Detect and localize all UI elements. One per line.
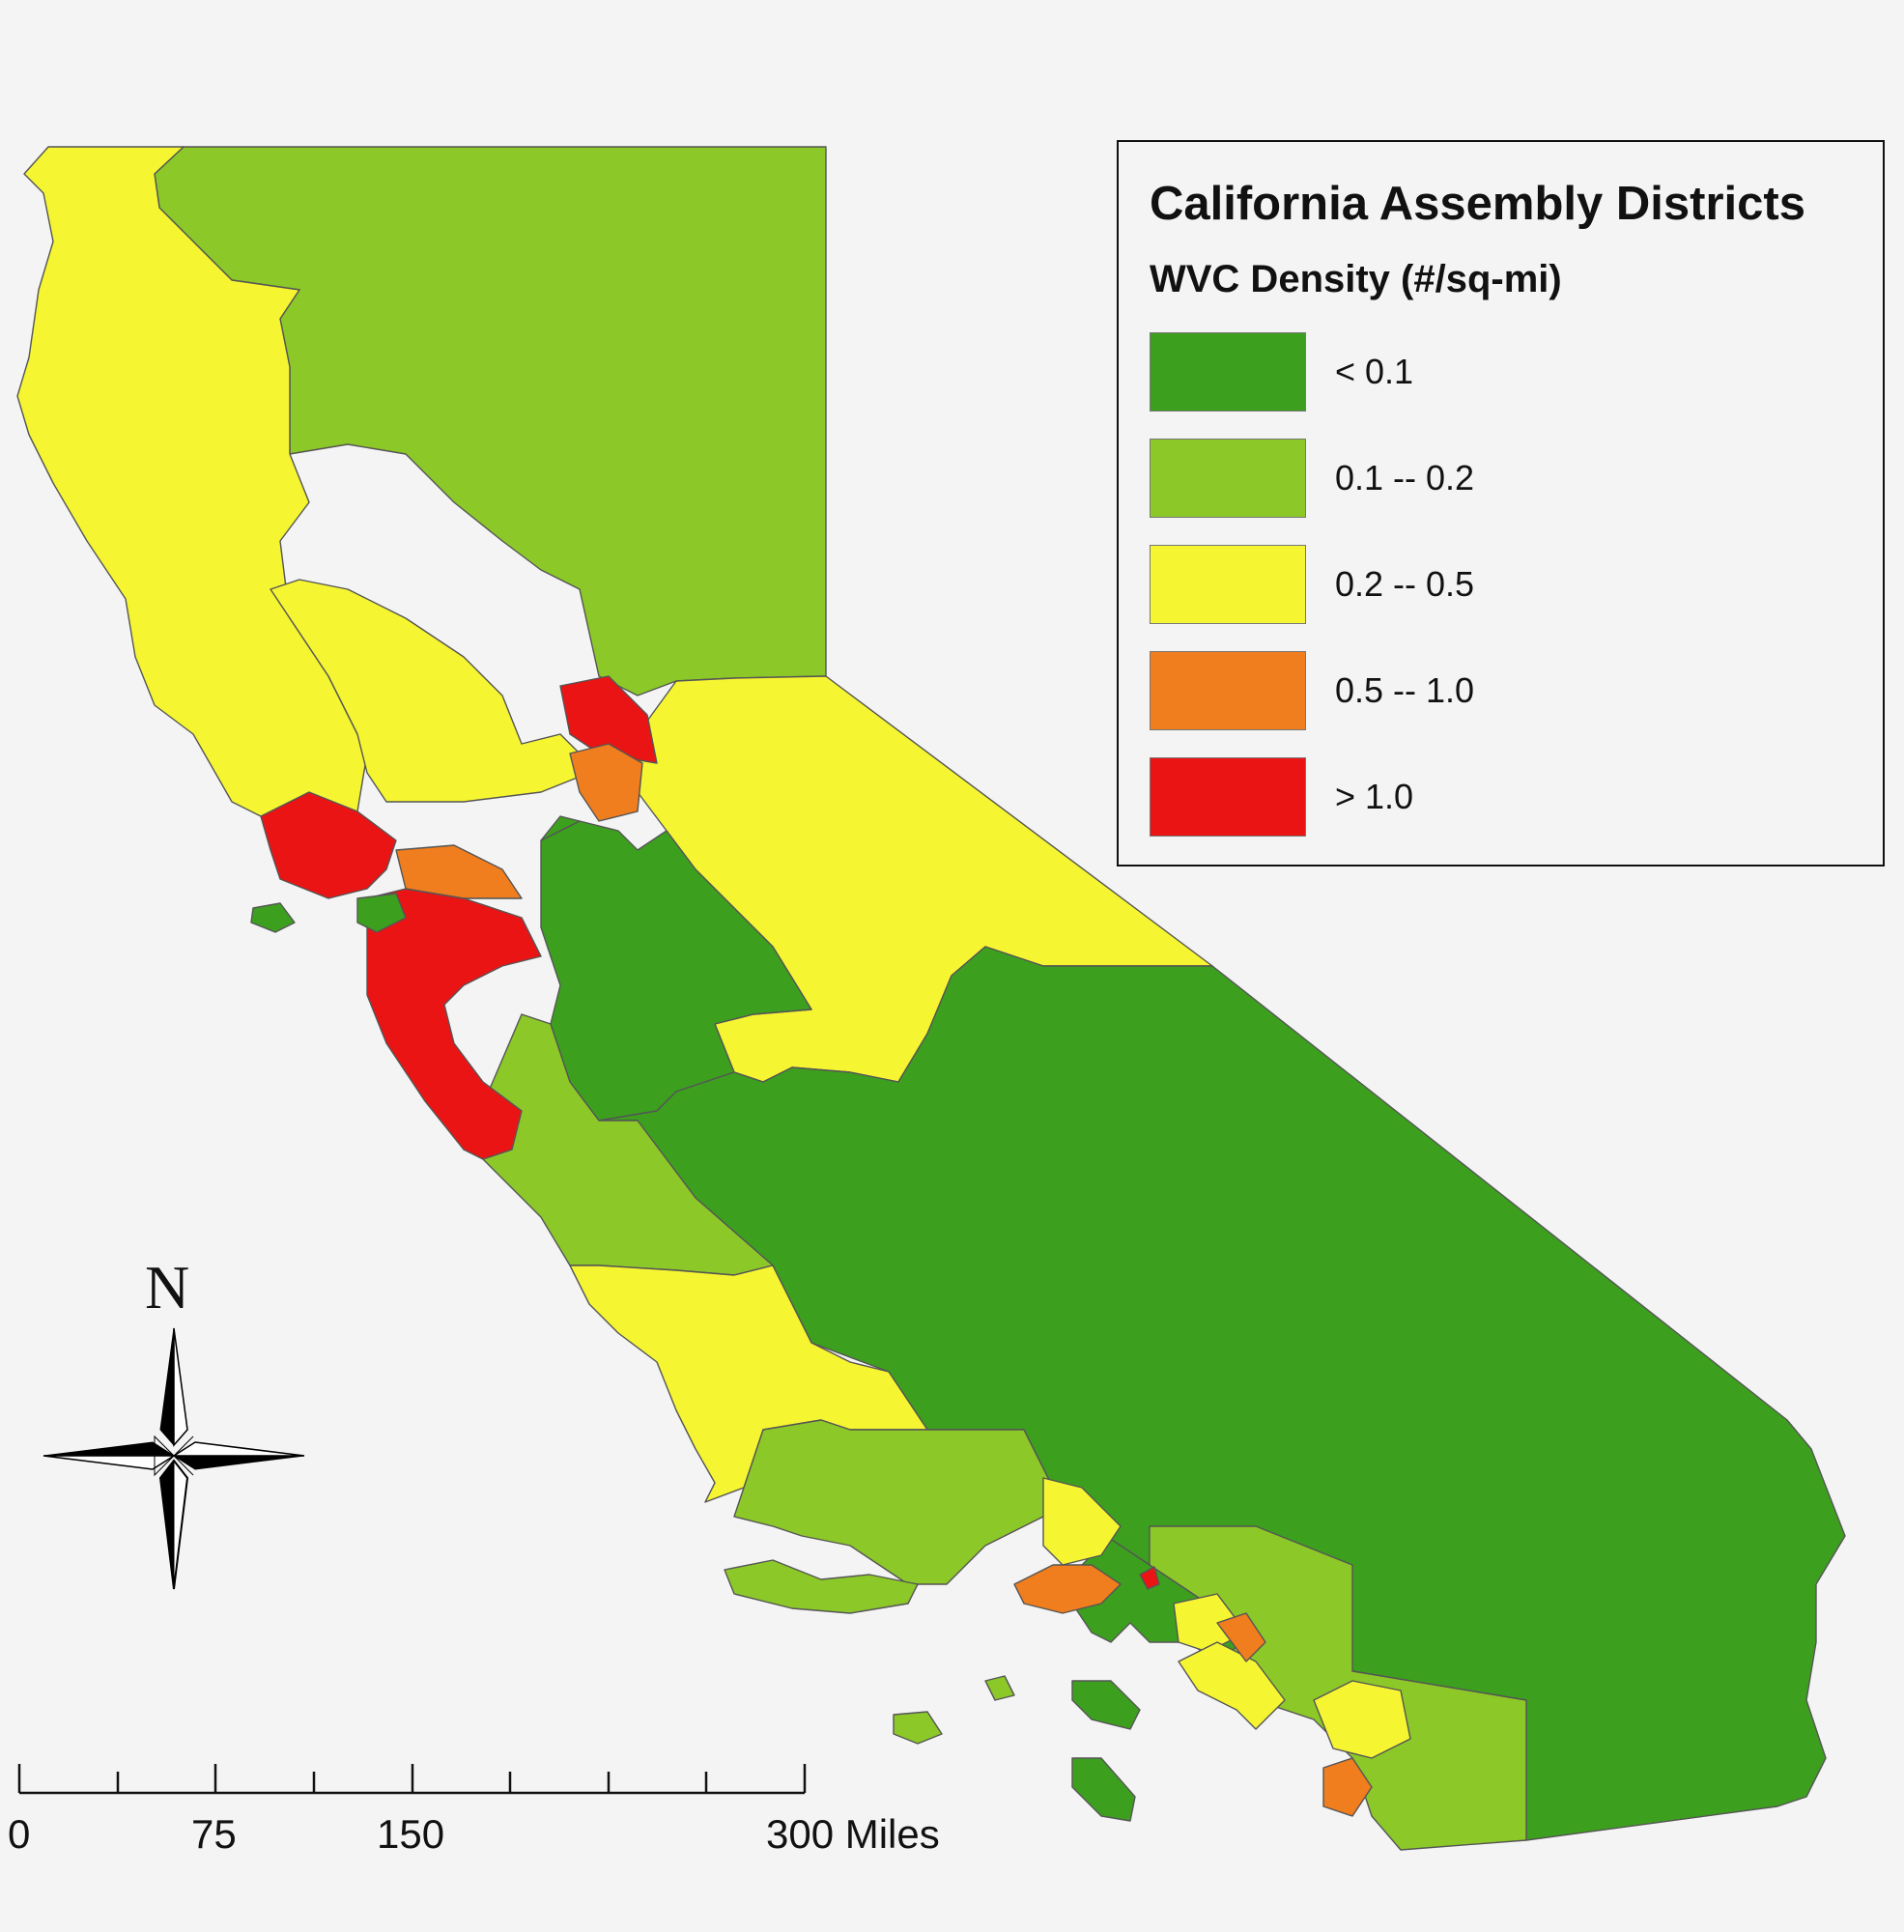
legend-title: California Assembly Districts [1150, 178, 1805, 230]
legend-swatch [1150, 757, 1306, 837]
district-bay-orange-east [395, 844, 523, 899]
district-bay-south-red [366, 888, 542, 1160]
legend-subtitle: WVC Density (#/sq-mi) [1150, 258, 1562, 300]
legend-swatch [1150, 439, 1306, 518]
legend-label: 0.2 -- 0.5 [1335, 564, 1475, 604]
district-bay-north-red [260, 791, 397, 899]
island-catalina [893, 1711, 943, 1745]
legend-swatch [1150, 545, 1306, 624]
island-channel-2 [984, 1675, 1015, 1701]
district-riverside-yellow [1313, 1680, 1411, 1759]
island-farallon [250, 902, 296, 933]
district-sacramento-red [559, 675, 658, 764]
legend-label: 0.5 -- 1.0 [1335, 670, 1475, 710]
district-la-orange [1013, 1564, 1122, 1614]
district-san-diego-orange [1322, 1757, 1373, 1817]
scale-label-300-miles: 300 Miles [766, 1811, 940, 1857]
scale-label-75: 75 [191, 1811, 237, 1857]
compass-rose-icon [43, 1327, 305, 1590]
legend-label: 0.1 -- 0.2 [1335, 458, 1475, 497]
island-san-clemente [1071, 1757, 1136, 1822]
north-label: N [145, 1253, 190, 1321]
district-santa-barbara [733, 1419, 1064, 1585]
legend-swatch [1150, 651, 1306, 730]
legend-swatch [1150, 332, 1306, 412]
scale-label-0: 0 [8, 1811, 31, 1857]
legend-label: < 0.1 [1335, 352, 1414, 391]
district-orange-inland [1216, 1612, 1266, 1662]
scale-label-150: 150 [377, 1811, 445, 1857]
district-bay-green [356, 893, 407, 933]
district-sacramento-orange [569, 743, 643, 822]
district-central-valley-north [540, 815, 581, 841]
legend-label: > 1.0 [1335, 777, 1414, 816]
scale-bar [17, 1764, 807, 1795]
district-la-yellow-a [1042, 1477, 1122, 1566]
legend: California Assembly Districts WVC Densit… [1117, 140, 1885, 867]
district-orange-coast [1178, 1641, 1286, 1730]
island-channel-3 [1071, 1680, 1141, 1730]
island-channel-1 [724, 1559, 919, 1614]
district-la-red [1139, 1566, 1160, 1590]
